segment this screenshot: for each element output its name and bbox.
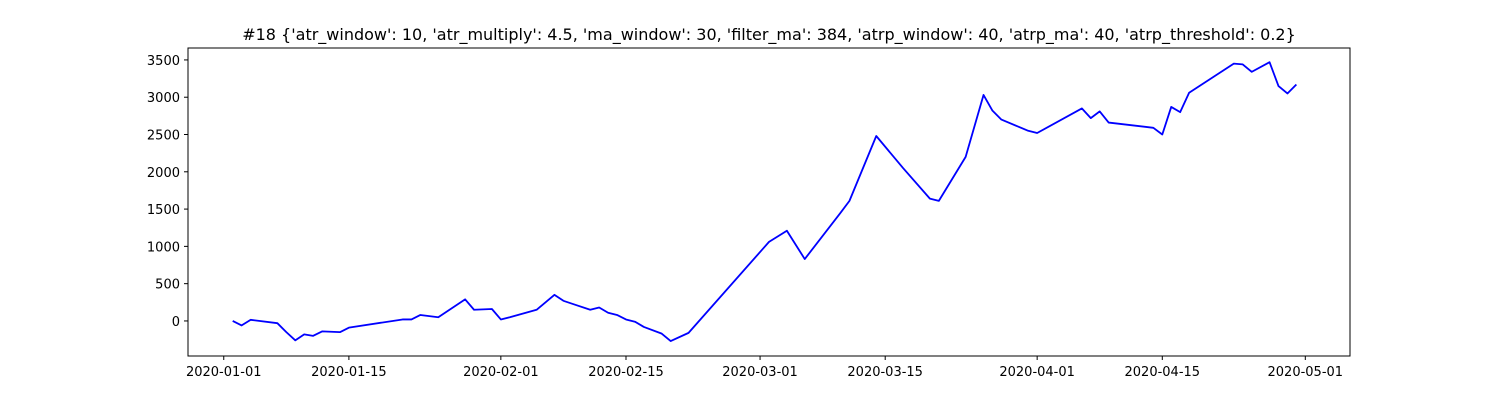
data-line [232, 61, 1298, 342]
x-tick-label: 2020-02-01 [463, 365, 539, 380]
y-tick-label: 1500 [147, 203, 180, 218]
x-tick-label: 2020-04-15 [1125, 365, 1201, 380]
chart-title: #18 {'atr_window': 10, 'atr_multiply': 4… [242, 25, 1296, 45]
y-tick-label: 2500 [147, 129, 180, 144]
y-tick-label: 3000 [147, 91, 180, 106]
x-tick-label: 2020-03-15 [847, 365, 923, 380]
x-tick-label: 2020-01-15 [311, 365, 387, 380]
x-tick-label: 2020-01-01 [186, 365, 262, 380]
x-tick-label: 2020-04-01 [999, 365, 1075, 380]
y-tick-label: 0 [172, 315, 180, 330]
x-tick-label: 2020-02-15 [588, 365, 664, 380]
y-tick-label: 2000 [147, 166, 180, 181]
y-tick-label: 1000 [147, 240, 180, 255]
x-tick-label: 2020-03-01 [722, 365, 798, 380]
y-tick-label: 500 [155, 278, 180, 293]
y-tick-label: 3500 [147, 54, 180, 69]
x-tick-label: 2020-05-01 [1268, 365, 1344, 380]
plot-frame [187, 47, 1351, 357]
